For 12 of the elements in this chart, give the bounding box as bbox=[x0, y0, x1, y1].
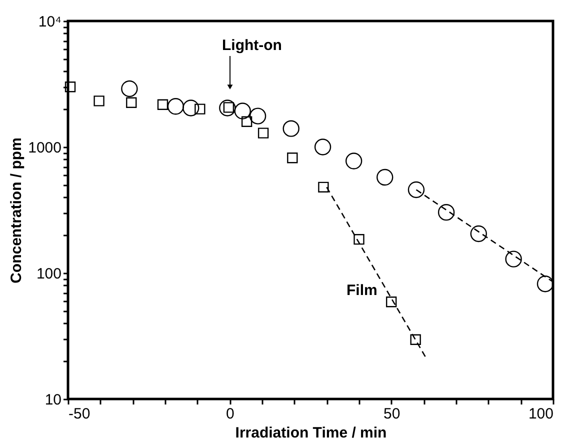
series-label: Film bbox=[346, 282, 378, 299]
x-tick-label: 0 bbox=[226, 406, 234, 422]
y-tick-label: 100 bbox=[36, 266, 62, 282]
x-axis-title: Irradiation Time / min bbox=[235, 424, 387, 442]
x-tick-label: 100 bbox=[528, 406, 554, 422]
y-tick-label: 10 bbox=[44, 392, 62, 408]
y-tick-label: 10⁴ bbox=[38, 14, 62, 30]
x-tick-label: 50 bbox=[383, 406, 400, 422]
x-tick-label: -50 bbox=[68, 406, 90, 422]
y-axis-title: Concentration / ppm bbox=[8, 138, 26, 284]
annotation: Light-on bbox=[222, 37, 282, 54]
y-tick-label: 1000 bbox=[28, 140, 62, 156]
